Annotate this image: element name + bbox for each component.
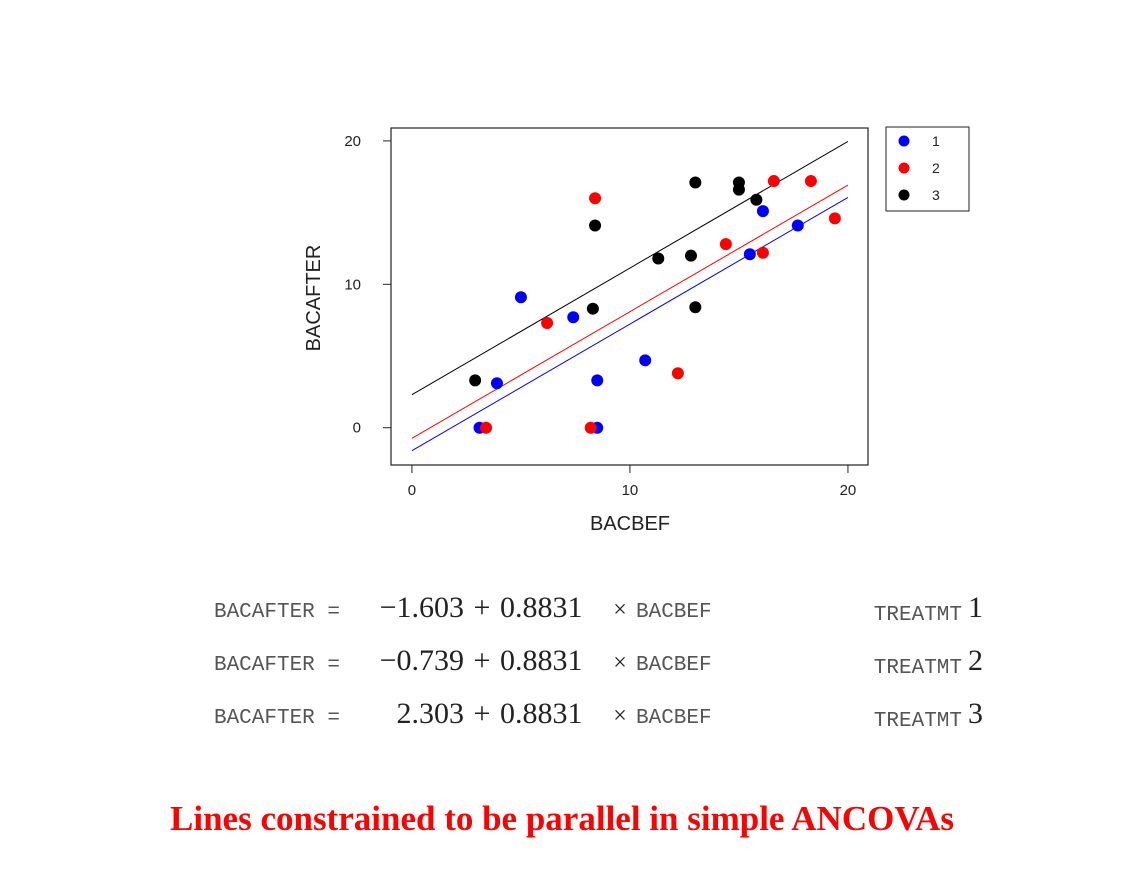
point [480, 421, 493, 434]
equation-group: 2 [968, 644, 983, 677]
fit-line [411, 184, 849, 439]
equation-times: × [613, 650, 627, 676]
equation-slope: 0.8831 [500, 591, 583, 624]
point [719, 238, 732, 251]
equation-plus: + [474, 697, 491, 730]
equation-group: 1 [968, 591, 983, 624]
point [591, 374, 604, 387]
equation-slope: 0.8831 [500, 644, 583, 677]
equation-slope: 0.8831 [500, 697, 583, 730]
equation-intercept: −0.739 [380, 644, 464, 677]
y-tick-label: 20 [344, 133, 361, 150]
equation-group-label: TREATMT [874, 657, 962, 680]
point [589, 219, 602, 232]
equation-group-label: TREATMT [874, 710, 962, 733]
point [684, 249, 697, 262]
point [756, 246, 769, 259]
equation-group-label: TREATMT [874, 604, 962, 627]
point [652, 252, 665, 265]
fit-line [411, 140, 849, 396]
equation-var: BACBEF [636, 654, 712, 677]
legend-label: 2 [932, 160, 940, 176]
point [567, 311, 580, 324]
point [469, 374, 482, 387]
point [589, 192, 602, 205]
point [639, 354, 652, 367]
point [828, 212, 841, 225]
equation-intercept: 2.303 [397, 697, 465, 730]
equation-var: BACBEF [636, 707, 712, 730]
point [490, 377, 503, 390]
legend-label: 3 [932, 187, 940, 203]
equation-times: × [613, 703, 627, 729]
equation-var: BACBEF [636, 601, 712, 624]
equation-lhs: BACAFTER = [214, 707, 340, 730]
point [671, 367, 684, 380]
x-axis-title: BACBEF [590, 513, 670, 535]
point [767, 175, 780, 188]
equation-group: 3 [968, 697, 983, 730]
point [756, 205, 769, 218]
equation-times: × [613, 597, 627, 623]
point [584, 421, 597, 434]
equation-plus: + [474, 644, 491, 677]
y-tick-label: 0 [353, 420, 361, 437]
x-tick-label: 10 [622, 482, 639, 499]
point [689, 301, 702, 314]
x-tick-label: 20 [840, 482, 857, 499]
y-axis-title: BACAFTER [303, 245, 325, 352]
fit-line [411, 196, 849, 452]
point [541, 317, 554, 330]
equation-plus: + [474, 591, 491, 624]
footnote: Lines constrained to be parallel in simp… [170, 799, 954, 838]
legend-label: 1 [932, 133, 940, 149]
point [750, 193, 763, 206]
plot-frame [390, 127, 869, 466]
point [586, 302, 599, 315]
legend-marker [898, 189, 910, 201]
y-tick-label: 10 [344, 276, 361, 293]
point [743, 248, 756, 261]
legend-marker [898, 162, 910, 174]
legend-frame [885, 126, 970, 212]
point [732, 183, 745, 196]
equation-lhs: BACAFTER = [214, 601, 340, 624]
legend-marker [898, 135, 910, 147]
equation-intercept: −1.603 [380, 591, 464, 624]
equation-lhs: BACAFTER = [214, 654, 340, 677]
point [804, 175, 817, 188]
point [791, 219, 804, 232]
point [514, 291, 527, 304]
x-tick-label: 0 [408, 482, 416, 499]
point [689, 176, 702, 189]
